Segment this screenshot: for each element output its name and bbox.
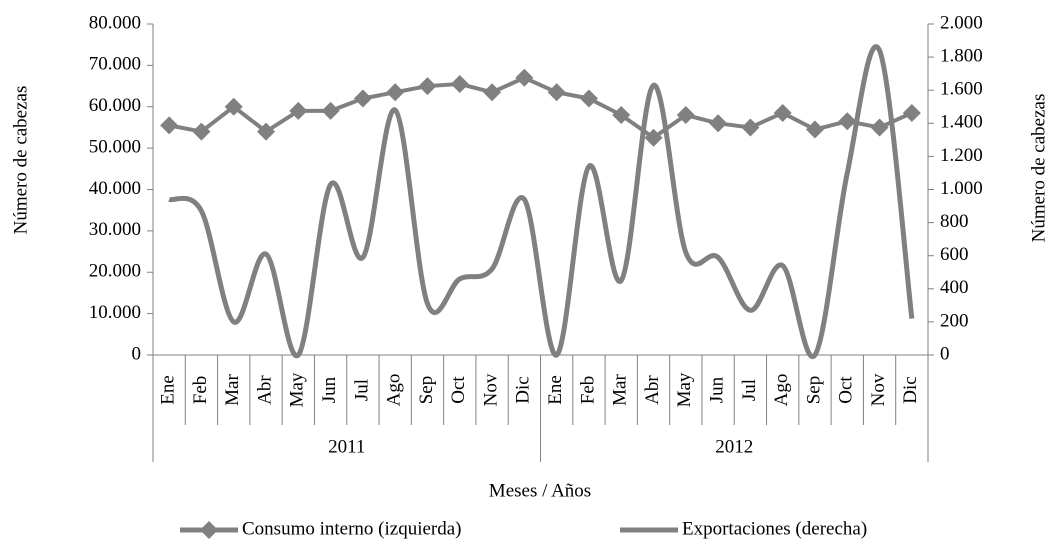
x-tick-label: Jul — [351, 379, 372, 401]
x-tick-label: Nov — [868, 373, 889, 406]
series-line — [168, 44, 915, 360]
x-tick-label: Nov — [480, 373, 501, 406]
legend-marker — [200, 521, 218, 539]
x-tick-label: Abr — [254, 375, 275, 405]
point — [515, 68, 534, 87]
y2-tick-label: 0 — [940, 343, 950, 364]
y2-tick-label: 600 — [940, 244, 969, 265]
group-label: 2011 — [328, 436, 365, 457]
x-tick-label: Ene — [545, 375, 566, 405]
point — [805, 120, 824, 139]
x-tick-label: Dic — [900, 376, 921, 403]
x-tick-label: Jun — [706, 376, 727, 403]
x-tick-label: May — [674, 372, 695, 407]
x-tick-label: May — [287, 372, 308, 407]
x-tick-label: Ago — [384, 374, 405, 407]
point — [224, 97, 243, 116]
y-tick-label: 70.000 — [89, 54, 141, 75]
x-tick-label: Sep — [416, 376, 437, 405]
point — [709, 114, 728, 133]
point — [418, 77, 437, 96]
x-tick-label: Oct — [448, 376, 469, 404]
x-tick-label: Sep — [803, 376, 824, 405]
point — [902, 103, 921, 122]
y2-tick-label: 1.400 — [940, 112, 983, 133]
y2-tick-label: 400 — [940, 277, 969, 298]
x-tick-label: Oct — [836, 376, 857, 404]
group-label: 2012 — [715, 436, 753, 457]
x-tick-label: Mar — [222, 374, 243, 406]
legend-label: Consumo interno (izquierda) — [242, 518, 462, 539]
point — [450, 74, 469, 93]
y-tick-label: 10.000 — [89, 302, 141, 323]
legend-label: Exportaciones (derecha) — [682, 518, 867, 539]
x-tick-label: Jun — [319, 376, 340, 403]
point — [386, 83, 405, 102]
point — [289, 101, 308, 120]
point — [579, 89, 598, 108]
x-tick-label: Ago — [771, 374, 792, 407]
x-tick-label: Mar — [610, 374, 631, 406]
point — [257, 122, 276, 141]
point — [160, 116, 179, 135]
point — [741, 118, 760, 137]
y2-tick-label: 1.600 — [940, 79, 983, 100]
y2-tick-label: 200 — [940, 310, 969, 331]
point — [192, 122, 211, 141]
y2-axis-title: Número de cabezas — [1028, 94, 1049, 243]
x-tick-label: Feb — [577, 376, 598, 405]
y2-tick-label: 1.800 — [940, 45, 983, 66]
series-line — [168, 75, 913, 140]
point — [321, 101, 340, 120]
point — [612, 106, 631, 125]
point — [870, 118, 889, 137]
y-tick-label: 0 — [132, 343, 142, 364]
x-tick-label: Feb — [190, 376, 211, 405]
x-tick-label: Ene — [158, 375, 179, 405]
x-tick-label: Jul — [739, 379, 760, 401]
x-axis-title: Meses / Años — [489, 480, 591, 501]
point — [773, 103, 792, 122]
y-tick-label: 80.000 — [89, 12, 141, 33]
point — [547, 83, 566, 102]
y-tick-label: 20.000 — [89, 261, 141, 282]
y-tick-label: 30.000 — [89, 219, 141, 240]
x-tick-label: Abr — [642, 375, 663, 405]
y2-tick-label: 1.000 — [940, 178, 983, 199]
point — [483, 83, 502, 102]
point — [644, 128, 663, 147]
point — [838, 112, 857, 131]
point — [353, 89, 372, 108]
y-axis-title: Número de cabezas — [10, 86, 31, 235]
y-tick-label: 50.000 — [89, 136, 141, 157]
y2-tick-label: 800 — [940, 211, 969, 232]
y2-tick-label: 1.200 — [940, 145, 983, 166]
y-tick-label: 60.000 — [89, 95, 141, 116]
y-tick-label: 40.000 — [89, 178, 141, 199]
point — [676, 106, 695, 125]
y2-tick-label: 2.000 — [940, 12, 983, 33]
x-tick-label: Dic — [513, 376, 534, 403]
